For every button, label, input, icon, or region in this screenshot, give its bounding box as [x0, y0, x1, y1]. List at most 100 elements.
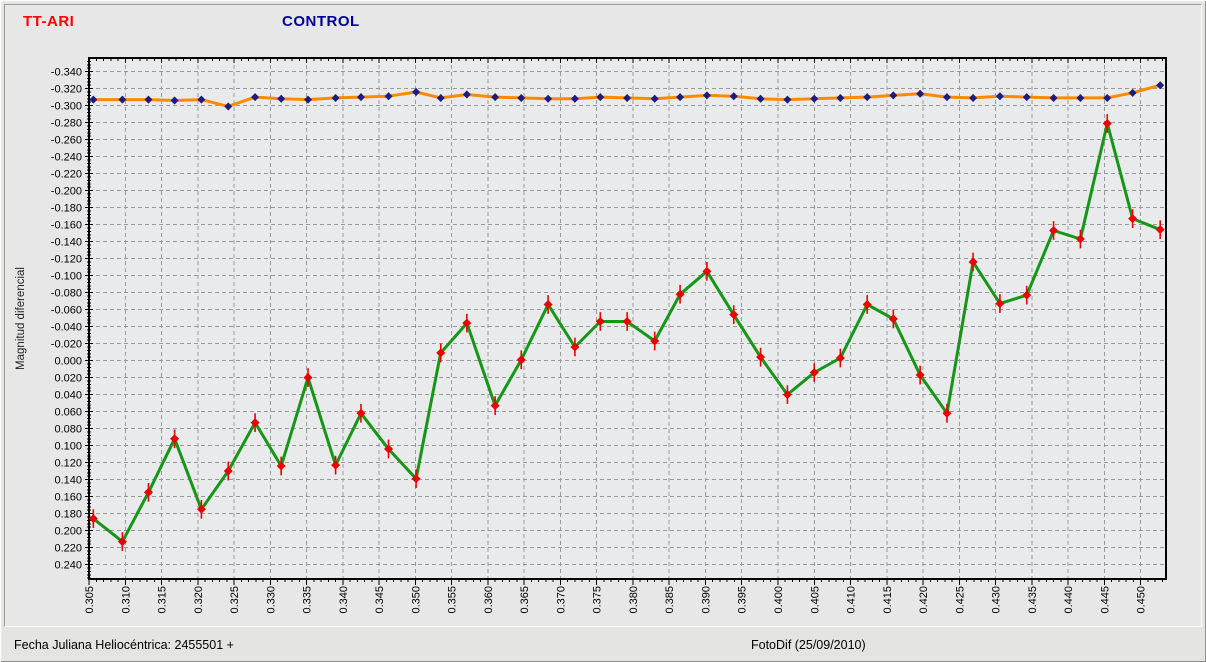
control-series-marker [197, 95, 206, 104]
control-series-marker [304, 95, 313, 104]
svg-text:0.380: 0.380 [628, 586, 640, 614]
status-bar: Fecha Juliana Heliocéntrica: 2455501 + F… [2, 629, 1204, 660]
control-series-marker [836, 93, 845, 102]
svg-text:0.180: 0.180 [54, 509, 82, 521]
svg-text:0.405: 0.405 [809, 586, 821, 614]
svg-text:0.350: 0.350 [410, 586, 422, 614]
svg-text:0.420: 0.420 [918, 586, 930, 614]
control-series-marker [544, 94, 553, 103]
control-series-marker [863, 93, 872, 102]
target-series-marker [835, 353, 845, 363]
svg-text:-0.080: -0.080 [51, 288, 82, 300]
target-series-marker [995, 299, 1005, 309]
target-series-marker [143, 487, 153, 497]
svg-text:-0.240: -0.240 [51, 152, 82, 164]
control-series-marker [942, 93, 951, 102]
svg-text:0.410: 0.410 [846, 586, 858, 614]
svg-text:0.330: 0.330 [265, 586, 277, 614]
svg-text:0.100: 0.100 [54, 441, 82, 453]
control-series-marker [277, 94, 286, 103]
target-series-marker [942, 408, 952, 418]
target-series-marker [809, 367, 819, 377]
svg-text:0.395: 0.395 [737, 586, 749, 614]
target-series-marker [782, 390, 792, 400]
svg-text:-0.340: -0.340 [51, 67, 82, 79]
svg-text:-0.160: -0.160 [51, 220, 82, 232]
svg-text:0.360: 0.360 [483, 586, 495, 614]
svg-text:0.315: 0.315 [157, 586, 169, 614]
control-series-marker [596, 93, 605, 102]
svg-text:0.040: 0.040 [54, 390, 82, 402]
target-series-marker [88, 514, 98, 524]
control-series-marker [810, 94, 819, 103]
target-series-marker [729, 310, 739, 320]
svg-text:0.440: 0.440 [1063, 586, 1075, 614]
target-series-marker [356, 408, 366, 418]
target-series-marker [384, 444, 394, 454]
svg-text:0.200: 0.200 [54, 526, 82, 538]
svg-text:0.430: 0.430 [991, 586, 1003, 614]
svg-text:-0.320: -0.320 [51, 84, 82, 96]
target-series-marker [411, 474, 421, 484]
y-axis-title: Magnitud diferencial [15, 267, 27, 370]
svg-text:-0.220: -0.220 [51, 169, 82, 181]
control-series-marker [144, 95, 153, 104]
target-series-marker [756, 352, 766, 362]
control-series-title: CONTROL [282, 13, 360, 30]
svg-text:0.120: 0.120 [54, 458, 82, 470]
control-series [89, 81, 1165, 111]
svg-text:0.220: 0.220 [54, 543, 82, 555]
control-series-marker [676, 93, 685, 102]
target-series-marker [250, 418, 260, 428]
target-series-marker [196, 504, 206, 514]
control-series-marker [224, 102, 233, 111]
svg-text:0.435: 0.435 [1027, 586, 1039, 614]
target-series-marker [223, 466, 233, 476]
svg-text:0.450: 0.450 [1136, 586, 1148, 614]
target-series-marker [516, 355, 526, 365]
control-series-marker [995, 92, 1004, 101]
control-series-marker [1049, 93, 1058, 102]
target-series-marker [436, 348, 446, 358]
y-tick-labels: -0.340 -0.320 -0.300 -0.280 -0.260 -0.240 -0.2… [51, 67, 82, 572]
target-series-marker [650, 336, 660, 346]
target-series-marker [331, 460, 341, 470]
control-series-marker [969, 93, 978, 102]
target-series-marker [675, 289, 685, 299]
svg-text:0.080: 0.080 [54, 424, 82, 436]
target-series-marker [622, 316, 632, 326]
control-series-marker [889, 91, 898, 100]
control-series-marker [702, 91, 711, 100]
svg-text:0.390: 0.390 [700, 586, 712, 614]
svg-text:-0.140: -0.140 [51, 237, 82, 249]
svg-text:-0.280: -0.280 [51, 118, 82, 130]
svg-text:-0.020: -0.020 [51, 339, 82, 351]
svg-text:0.400: 0.400 [773, 586, 785, 614]
svg-text:0.310: 0.310 [120, 586, 132, 614]
svg-text:-0.100: -0.100 [51, 271, 82, 283]
svg-text:0.020: 0.020 [54, 373, 82, 385]
control-series-marker [118, 95, 127, 104]
svg-text:-0.200: -0.200 [51, 186, 82, 198]
target-series-marker [543, 299, 553, 309]
target-series-title: TT-ARI [23, 13, 75, 30]
svg-text:0.355: 0.355 [447, 586, 459, 614]
control-series-marker [436, 93, 445, 102]
svg-text:-0.060: -0.060 [51, 305, 82, 317]
control-series-marker [783, 95, 792, 104]
control-series-marker [650, 94, 659, 103]
target-series-marker [862, 299, 872, 309]
julian-date-label: Fecha Juliana Heliocéntrica: 2455501 + [14, 638, 234, 652]
svg-text:0.060: 0.060 [54, 407, 82, 419]
target-series-marker [276, 461, 286, 471]
target-series-marker [702, 266, 712, 276]
control-series-marker [1128, 88, 1137, 97]
target-series-marker [1155, 225, 1165, 235]
target-series-marker [117, 537, 127, 547]
svg-text:0.325: 0.325 [229, 586, 241, 614]
svg-text:-0.040: -0.040 [51, 322, 82, 334]
control-series-marker [623, 93, 632, 102]
control-series-marker [1076, 93, 1085, 102]
target-series-marker [1128, 214, 1138, 224]
control-series-marker [729, 92, 738, 101]
